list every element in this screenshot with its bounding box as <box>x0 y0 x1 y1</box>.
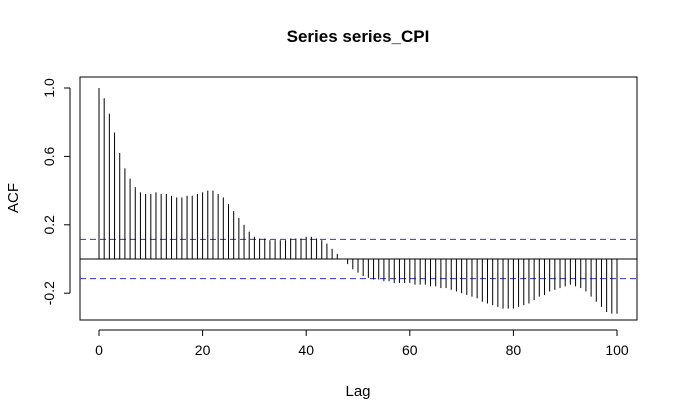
y-axis-label: ACF <box>5 183 22 213</box>
x-tick-label: 60 <box>402 342 418 358</box>
x-axis-label: Lag <box>345 383 370 400</box>
x-tick-label: 40 <box>298 342 314 358</box>
x-tick-label: 0 <box>95 342 103 358</box>
x-tick-label: 20 <box>195 342 211 358</box>
plot-frame <box>79 76 638 321</box>
y-tick-label: 0.2 <box>41 215 57 235</box>
y-tick-label: 0.6 <box>41 146 57 166</box>
acf-bars <box>98 88 618 314</box>
y-tick-label: 1.0 <box>41 78 57 98</box>
x-tick-label: 80 <box>506 342 522 358</box>
y-tick-label: -0.2 <box>41 281 57 305</box>
chart-title: Series series_CPI <box>287 27 430 46</box>
x-tick-label: 100 <box>605 342 629 358</box>
x-axis: 0 20 40 60 80 100 <box>95 329 629 358</box>
y-axis: -0.2 0.2 0.6 1.0 <box>41 78 71 305</box>
